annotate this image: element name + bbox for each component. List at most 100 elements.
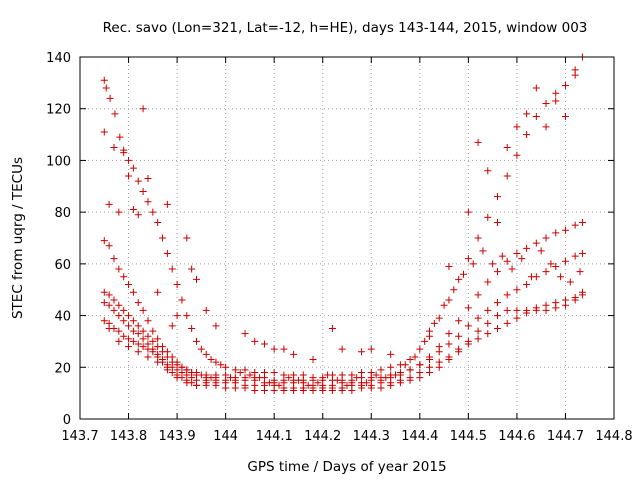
data-point <box>251 387 259 395</box>
data-point <box>193 368 201 376</box>
data-point <box>134 330 142 338</box>
data-point <box>106 94 114 102</box>
y-tick-label: 80 <box>54 206 71 221</box>
data-point <box>270 368 278 376</box>
data-point <box>115 301 123 309</box>
data-point <box>275 381 283 389</box>
data-point <box>430 319 438 327</box>
y-tick-label: 20 <box>54 361 71 376</box>
data-point <box>571 252 579 260</box>
data-point <box>455 317 463 325</box>
data-point <box>260 387 268 395</box>
data-point <box>377 384 385 392</box>
data-point <box>578 250 586 258</box>
data-point <box>561 301 569 309</box>
data-point <box>464 322 472 330</box>
data-point <box>290 350 298 358</box>
data-point <box>159 348 167 356</box>
x-tick-label: 144.6 <box>498 429 535 444</box>
data-point <box>440 301 448 309</box>
data-point <box>226 374 234 382</box>
data-point <box>149 208 157 216</box>
grid-layer <box>80 57 614 419</box>
y-tick-label: 100 <box>46 154 71 169</box>
data-point <box>125 172 133 180</box>
data-point <box>435 314 443 322</box>
data-point <box>144 317 152 325</box>
y-tick-label: 0 <box>63 413 71 428</box>
data-point <box>149 337 157 345</box>
data-point <box>241 366 249 374</box>
data-point <box>578 288 586 296</box>
data-point <box>406 366 414 374</box>
data-point <box>129 206 137 214</box>
data-point <box>116 133 124 141</box>
data-point <box>474 234 482 242</box>
data-point <box>484 167 492 175</box>
data-point <box>207 356 215 364</box>
data-point <box>416 345 424 353</box>
y-tick-label: 60 <box>54 258 71 273</box>
data-point <box>183 379 191 387</box>
data-point <box>367 374 375 382</box>
data-point <box>212 358 220 366</box>
data-point <box>202 379 210 387</box>
data-point <box>202 350 210 358</box>
data-point <box>314 379 322 387</box>
data-point <box>270 345 278 353</box>
data-point <box>129 337 137 345</box>
data-point <box>377 366 385 374</box>
data-point <box>401 361 409 369</box>
data-point <box>445 330 453 338</box>
data-point <box>280 387 288 395</box>
data-point <box>139 306 147 314</box>
data-point <box>163 200 171 208</box>
data-point <box>527 273 535 281</box>
data-point <box>294 376 302 384</box>
data-point <box>241 374 249 382</box>
data-point <box>455 348 463 356</box>
data-point <box>552 262 560 270</box>
data-point <box>503 172 511 180</box>
data-points <box>100 53 586 395</box>
data-point <box>125 156 133 164</box>
x-tick-label: 144 <box>213 429 238 444</box>
tick-layer: 143.7 143.8 143.9 144 144.1 144.2 144.3 144.4 14… <box>46 51 632 444</box>
data-point <box>105 291 113 299</box>
data-point <box>387 363 395 371</box>
data-point <box>168 368 176 376</box>
data-point <box>212 322 220 330</box>
data-point <box>552 97 560 105</box>
data-point <box>571 66 579 74</box>
data-point <box>464 255 472 263</box>
data-point <box>134 177 142 185</box>
data-point <box>464 208 472 216</box>
data-point <box>193 381 201 389</box>
data-point <box>100 237 108 245</box>
data-point <box>426 356 434 364</box>
x-tick-label: 144.8 <box>595 429 632 444</box>
data-point <box>358 384 366 392</box>
data-point <box>125 281 133 289</box>
data-point <box>493 193 501 201</box>
data-point <box>236 368 244 376</box>
data-point <box>571 221 579 229</box>
data-point <box>149 348 157 356</box>
data-point <box>115 312 123 320</box>
data-point <box>382 374 390 382</box>
data-point <box>387 350 395 358</box>
data-point <box>455 275 463 283</box>
data-point <box>144 345 152 353</box>
data-point <box>139 105 147 113</box>
data-point <box>542 123 550 131</box>
data-point <box>561 257 569 265</box>
data-point <box>134 340 142 348</box>
data-point <box>552 89 560 97</box>
data-point <box>139 187 147 195</box>
data-point <box>426 368 434 376</box>
data-point <box>455 332 463 340</box>
data-point <box>493 325 501 332</box>
data-point <box>173 281 181 289</box>
data-point <box>426 327 434 335</box>
